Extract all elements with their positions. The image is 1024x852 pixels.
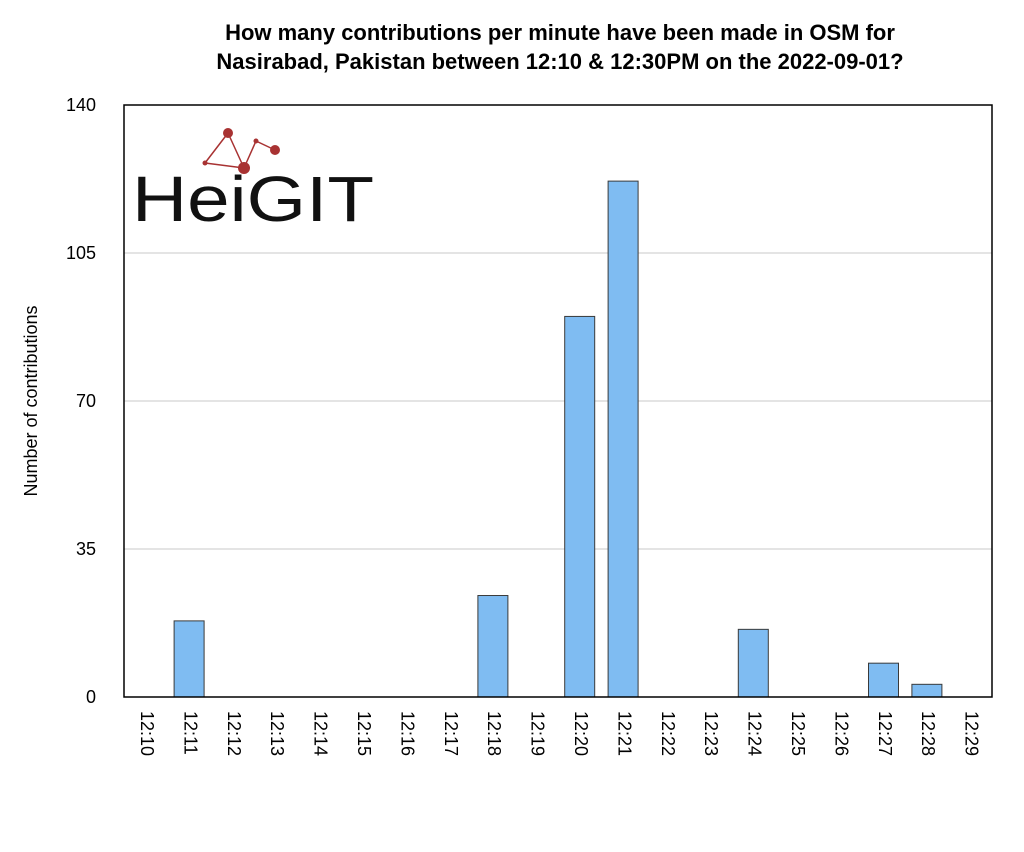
x-tick-label: 12:21 — [614, 711, 634, 756]
x-tick-label: 12:18 — [484, 711, 504, 756]
x-tick-label: 12:15 — [354, 711, 374, 756]
x-tick-label: 12:25 — [788, 711, 808, 756]
logo-text: HeiGIT — [132, 163, 374, 235]
x-tick-label: 12:26 — [831, 711, 851, 756]
y-tick-labels: 0 35 70 105 140 — [66, 95, 96, 707]
x-tick-label: 12:12 — [224, 711, 244, 756]
x-tick-label: 12:28 — [918, 711, 938, 756]
bar-12-18 — [477, 595, 509, 698]
y-axis-label: Number of contributions — [21, 305, 41, 496]
chart-title-line-2: Nasirabad, Pakistan between 12:10 & 12:3… — [216, 49, 904, 74]
x-tick-label: 12:19 — [528, 711, 548, 756]
bar-12-21 — [607, 180, 639, 698]
x-tick-label: 12:29 — [962, 711, 982, 756]
y-tick-label: 140 — [66, 95, 96, 115]
chart-title: How many contributions per minute have b… — [120, 18, 1000, 76]
x-tick-label: 12:22 — [658, 711, 678, 756]
x-tick-label: 12:14 — [311, 711, 331, 756]
bar-12-24 — [737, 628, 769, 698]
x-tick-label: 12:20 — [571, 711, 591, 756]
bar-12-27 — [868, 662, 899, 698]
x-tick-label: 12:13 — [267, 711, 287, 756]
x-tick-label: 12:27 — [875, 711, 895, 756]
x-tick-label: 12:10 — [137, 711, 157, 756]
bar-12-11 — [173, 620, 205, 698]
heigit-logo: HeiGIT — [132, 128, 374, 235]
y-tick-label: 0 — [86, 687, 96, 707]
y-tick-label: 35 — [76, 539, 96, 559]
x-tick-label: 12:24 — [745, 711, 765, 756]
x-tick-labels: 12:10 12:11 12:12 12:13 12:14 12:15 12:16 12:17… — [137, 711, 982, 756]
x-tick-label: 12:23 — [701, 711, 721, 756]
bar-12-20 — [564, 315, 596, 698]
bars — [173, 180, 943, 698]
x-tick-label: 12:17 — [441, 711, 461, 756]
x-tick-label: 12:16 — [397, 711, 417, 756]
chart-title-line-1: How many contributions per minute have b… — [225, 20, 895, 45]
logo-network-graphic — [202, 128, 280, 174]
plot-frame — [123, 104, 993, 698]
grid-lines — [124, 252, 992, 550]
x-tick-label: 12:11 — [180, 711, 200, 755]
y-tick-label: 105 — [66, 243, 96, 263]
bar-12-28 — [911, 683, 943, 698]
y-tick-label: 70 — [76, 391, 96, 411]
